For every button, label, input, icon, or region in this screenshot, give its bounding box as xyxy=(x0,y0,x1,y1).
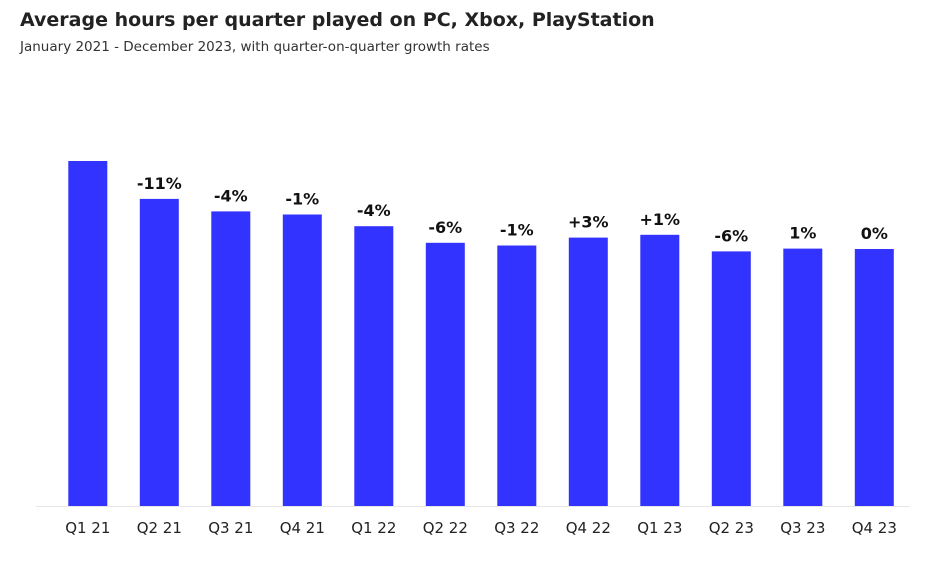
data-label-q4-23: 0% xyxy=(861,224,888,243)
data-label-q2-23: -6% xyxy=(714,226,748,245)
chart-subtitle: January 2021 - December 2023, with quart… xyxy=(20,39,490,55)
data-label-q3-21: -4% xyxy=(214,186,248,205)
x-tick-label-q1-22: Q1 22 xyxy=(351,519,396,537)
x-tick-label-q2-22: Q2 22 xyxy=(423,519,468,537)
data-label-q4-21: -1% xyxy=(285,190,319,209)
data-label-q2-21: -11% xyxy=(137,174,182,193)
bar-q1-22 xyxy=(354,226,394,506)
bar-q4-23 xyxy=(854,249,894,506)
x-tick-labels-group: Q1 21 Q2 21 Q3 21 Q4 21 Q1 22 Q2 22 Q3 22 Q4 22… xyxy=(65,519,897,537)
x-tick-label-q1-23: Q1 23 xyxy=(637,519,682,537)
x-tick-label-q1-21: Q1 21 xyxy=(65,519,110,537)
x-tick-label-q4-22: Q4 22 xyxy=(566,519,611,537)
data-label-q3-22: -1% xyxy=(500,221,534,240)
bars-group xyxy=(68,161,894,507)
bar-q3-23 xyxy=(783,248,823,506)
x-tick-label-q2-21: Q2 21 xyxy=(137,519,182,537)
bar-q2-22 xyxy=(425,242,465,507)
bar-q4-21 xyxy=(282,214,322,506)
x-tick-label-q3-23: Q3 23 xyxy=(780,519,825,537)
data-labels-group: -11% -4% -1% -4% -6% -1% +3% +1% -6% 1% 0% xyxy=(137,174,888,246)
bar-q3-22 xyxy=(497,245,537,506)
bar-q1-23 xyxy=(640,234,680,507)
x-tick-label-q3-21: Q3 21 xyxy=(208,519,253,537)
data-label-q1-22: -4% xyxy=(357,201,391,220)
bar-q4-22 xyxy=(568,237,608,506)
data-label-q4-22: +3% xyxy=(568,213,609,232)
data-label-q3-23: 1% xyxy=(789,224,816,243)
x-tick-label-q4-23: Q4 23 xyxy=(852,519,897,537)
bar-q3-21 xyxy=(211,211,251,506)
chart-title: Average hours per quarter played on PC, … xyxy=(20,9,655,31)
data-label-q2-22: -6% xyxy=(428,218,462,237)
x-tick-label-q3-22: Q3 22 xyxy=(494,519,539,537)
bar-q2-21 xyxy=(139,198,179,506)
bar-q2-23 xyxy=(711,251,751,506)
x-tick-label-q4-21: Q4 21 xyxy=(280,519,325,537)
data-label-q1-23: +1% xyxy=(640,210,681,229)
bar-q1-21 xyxy=(68,161,108,506)
x-tick-label-q2-23: Q2 23 xyxy=(709,519,754,537)
